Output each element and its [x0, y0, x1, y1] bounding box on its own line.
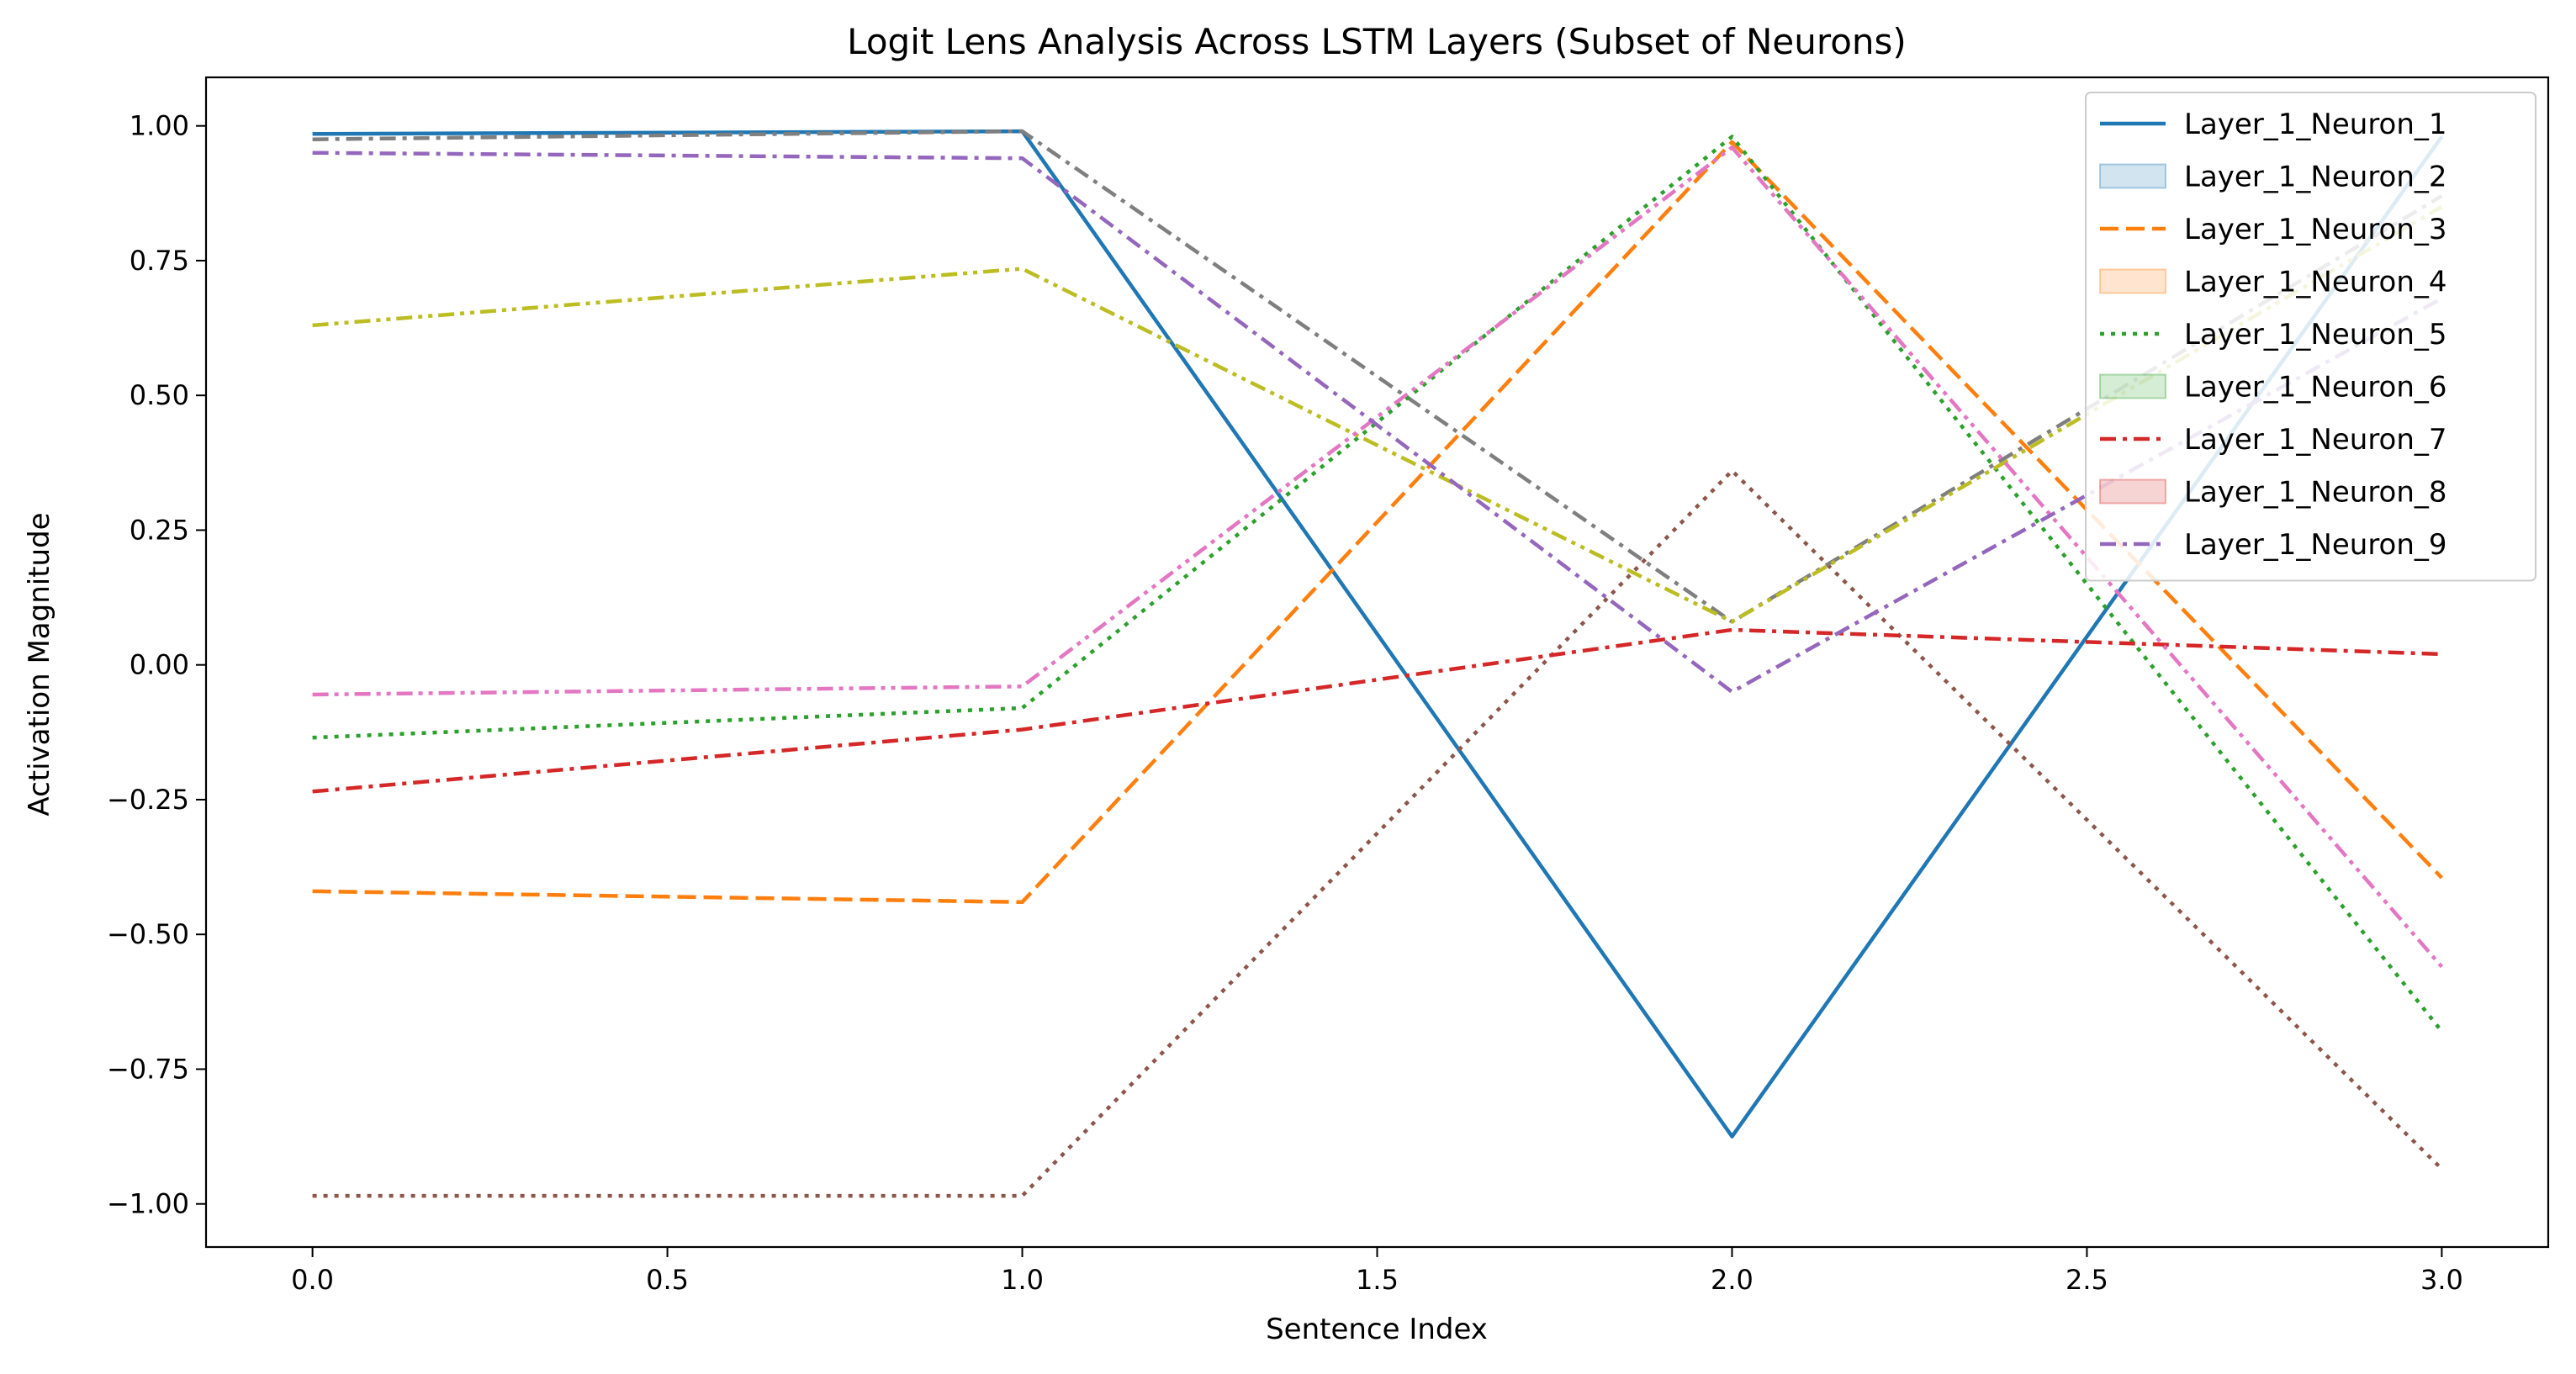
- x-tick-label: 0.0: [291, 1264, 334, 1296]
- y-tick-label: −1.00: [107, 1188, 189, 1220]
- x-tick-label: 0.5: [646, 1264, 689, 1296]
- legend-box: [2085, 92, 2536, 582]
- y-tick-label: 1.00: [130, 110, 189, 142]
- legend-label: Layer_1_Neuron_6: [2184, 371, 2447, 404]
- legend-label: Layer_1_Neuron_7: [2184, 423, 2447, 457]
- y-tick-label: 0.75: [130, 245, 189, 277]
- series-line-3: [312, 140, 2444, 905]
- y-tick-label: 0.50: [130, 379, 189, 411]
- axes-layer: 0.0 0.5 1.0 1.5 2.0 2.5 3.0 −1.00 −0.75 −0.50 −0.2…: [107, 76, 2550, 1296]
- series-line-2: [312, 468, 2443, 1198]
- legend-label: Layer_1_Neuron_5: [2184, 318, 2447, 351]
- legend-swatch-patch: [2099, 373, 2166, 399]
- legend-label: Layer_1_Neuron_2: [2184, 161, 2447, 194]
- chart-title: Logit Lens Analysis Across LSTM Layers (…: [847, 21, 1907, 62]
- legend: Layer_1_Neuron_1 Layer_1_Neuron_2 Layer_1_…: [2085, 92, 2536, 582]
- y-tick-label: 0.25: [130, 514, 189, 546]
- legend-label: Layer_1_Neuron_1: [2184, 108, 2447, 141]
- y-tick-label: −0.50: [107, 918, 189, 950]
- legend-label: Layer_1_Neuron_8: [2184, 476, 2447, 510]
- legend-swatch-patch: [2099, 163, 2166, 189]
- legend-label: Layer_1_Neuron_4: [2184, 266, 2447, 299]
- x-tick-label: 3.0: [2420, 1264, 2463, 1296]
- x-tick-label: 1.0: [1001, 1264, 1044, 1296]
- x-axis-label: Sentence Index: [1266, 1313, 1488, 1346]
- x-tick-label: 1.5: [1356, 1264, 1399, 1296]
- legend-label: Layer_1_Neuron_9: [2184, 528, 2447, 562]
- legend-swatch-patch: [2099, 268, 2166, 294]
- y-tick-label: −0.25: [107, 784, 189, 816]
- series-line-1: [312, 129, 2444, 1139]
- y-tick-label: 0.00: [130, 649, 189, 681]
- x-tick-label: 2.0: [1711, 1264, 1753, 1296]
- legend-swatch-patch: [2099, 478, 2166, 505]
- x-tick-label: 2.5: [2066, 1264, 2108, 1296]
- series-line-9: [312, 151, 2443, 695]
- y-tick-label: −0.75: [107, 1053, 189, 1085]
- series-line-7: [312, 627, 2442, 794]
- y-axis-label: Activation Magnitude: [23, 512, 56, 816]
- legend-label: Layer_1_Neuron_3: [2184, 213, 2447, 246]
